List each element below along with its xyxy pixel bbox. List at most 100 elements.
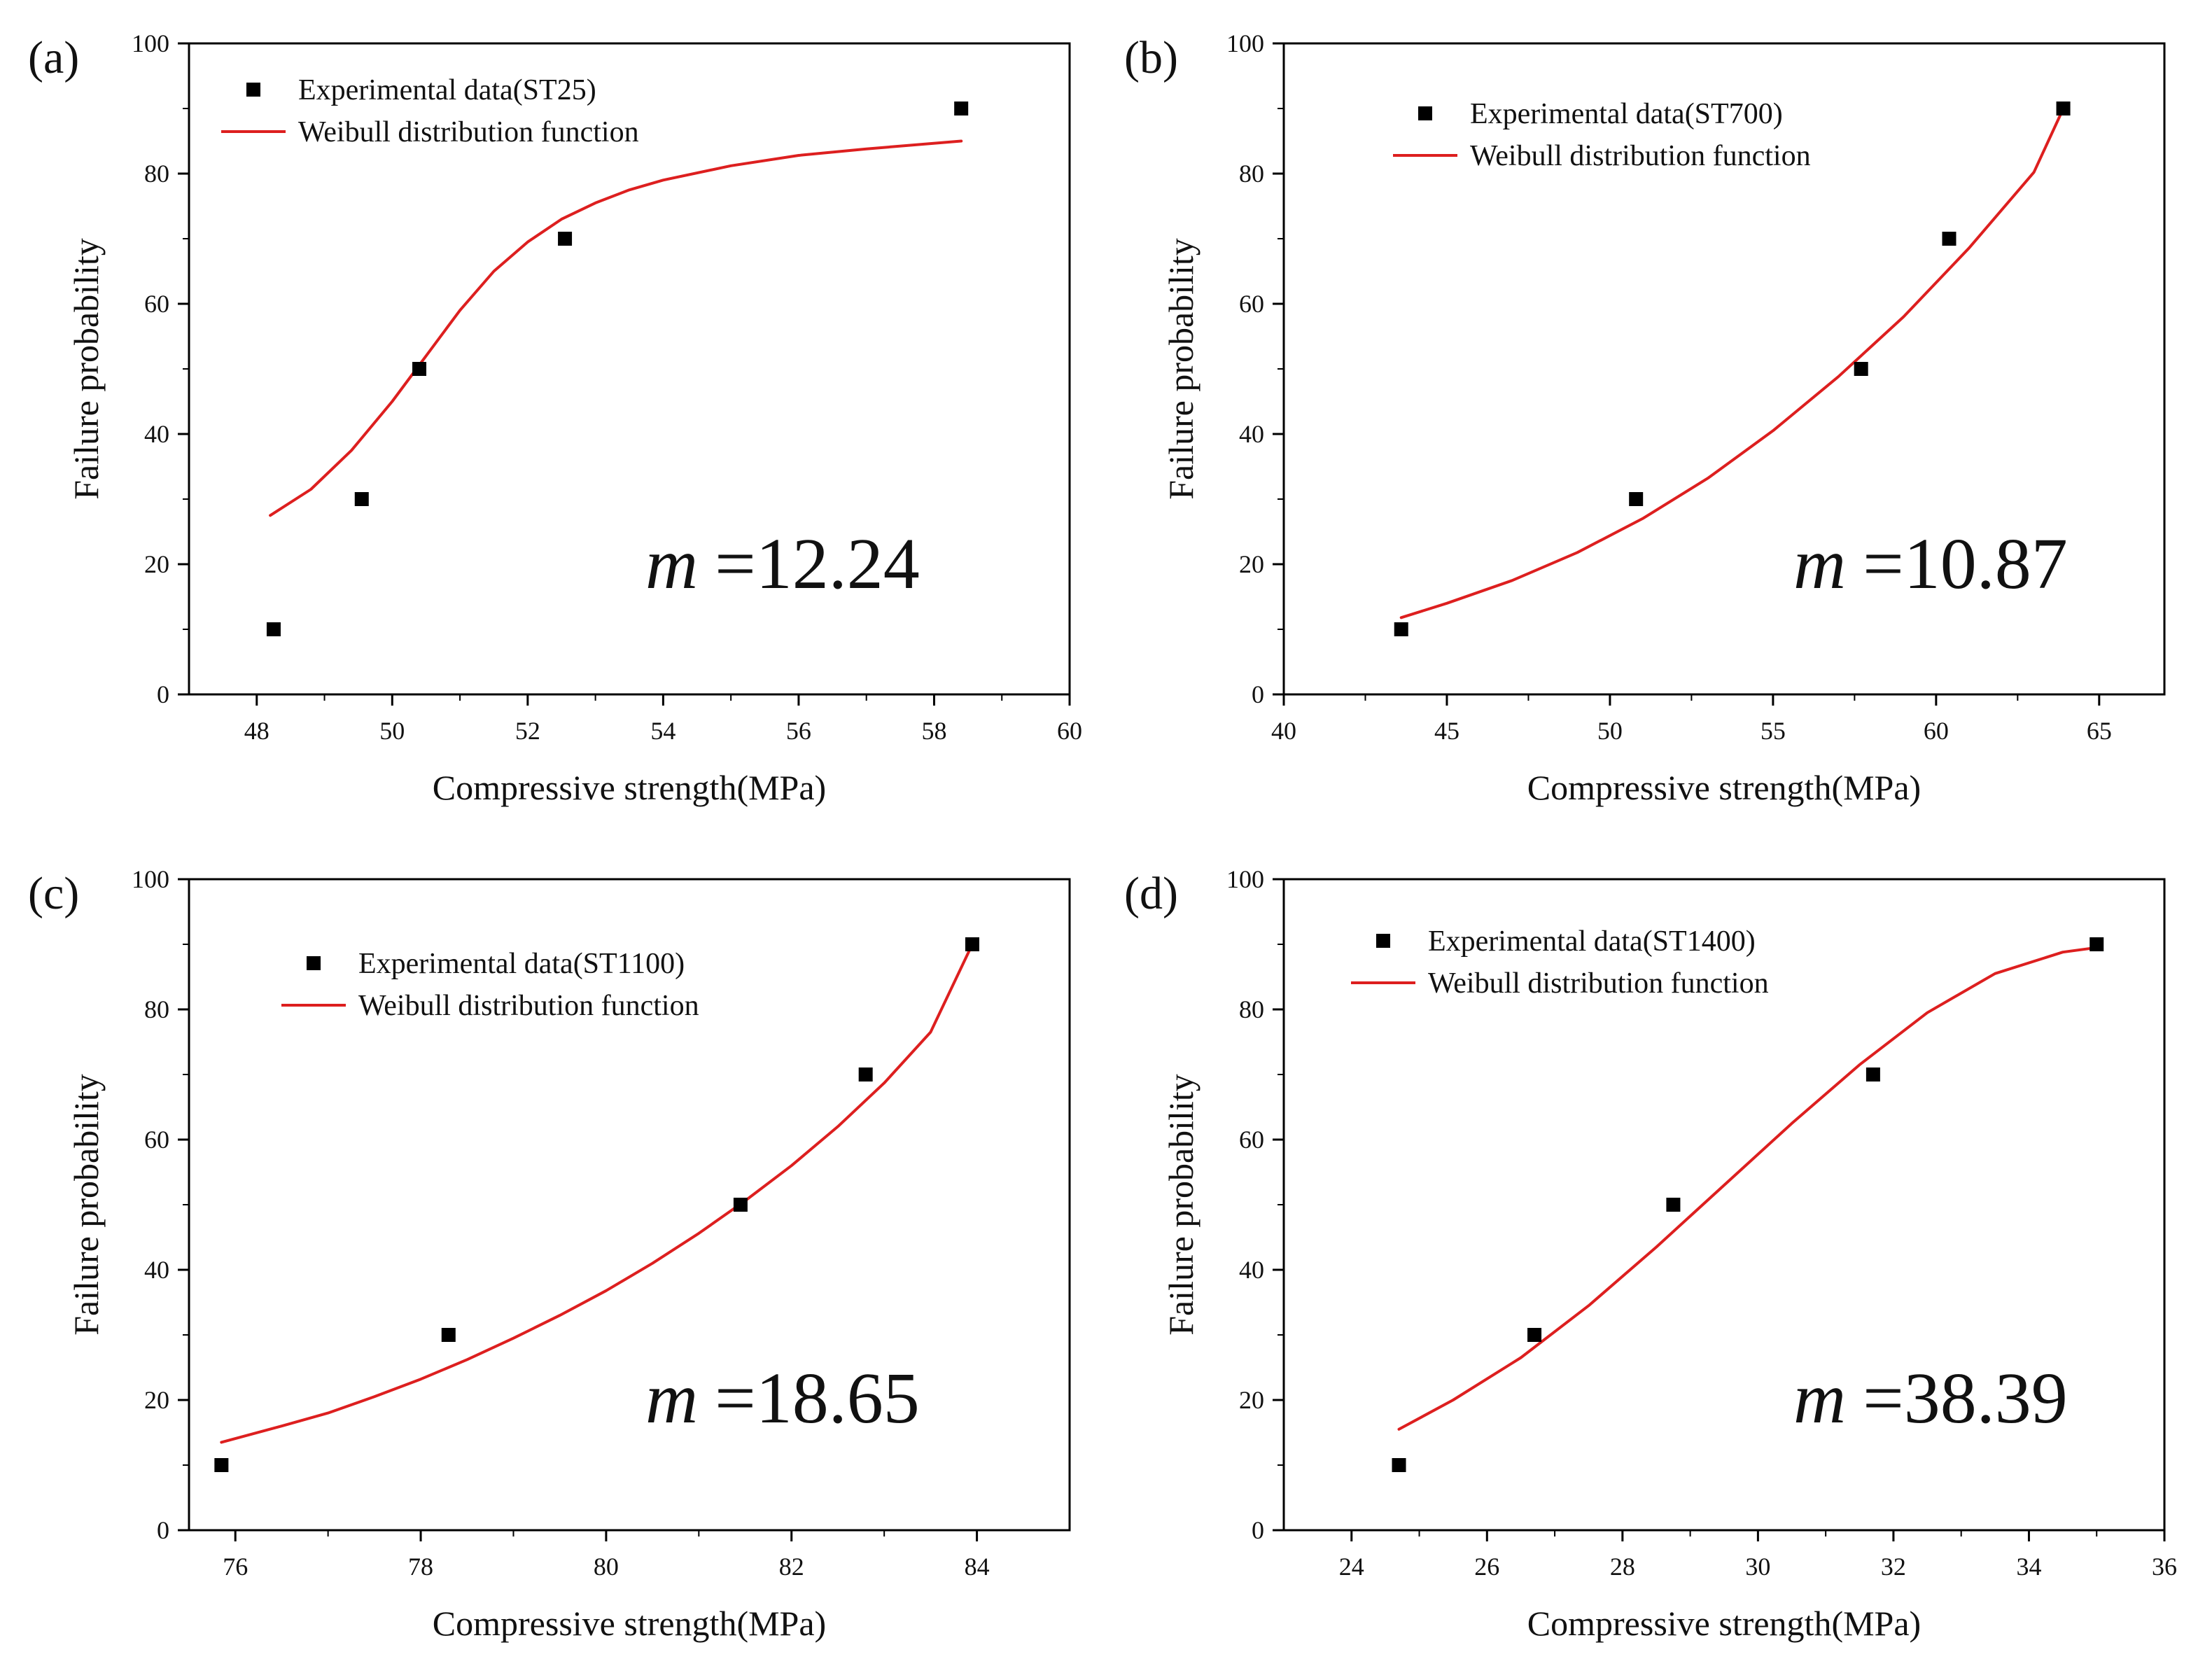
x-tick-label: 34 <box>2016 1553 2041 1581</box>
annotation-symbol: m <box>1793 524 1846 604</box>
shape-parameter-annotation: m =18.65 <box>645 1358 920 1438</box>
y-tick-label: 40 <box>1239 1256 1264 1284</box>
x-axis-title: Compressive strength(MPa) <box>433 768 826 807</box>
y-tick-label: 60 <box>1239 1126 1264 1154</box>
y-tick-label: 20 <box>144 1386 169 1414</box>
annotation-value: =38.39 <box>1863 1358 2068 1438</box>
annotation-symbol: m <box>645 524 698 604</box>
data-point <box>2056 102 2071 115</box>
legend-marker-symbol <box>1376 934 1390 948</box>
data-point <box>1865 1068 1880 1082</box>
y-axis-title: Failure probability <box>1161 238 1200 500</box>
weibull-curve <box>1397 946 2099 1431</box>
y-tick-label: 20 <box>144 550 169 578</box>
data-point <box>1392 1458 1406 1472</box>
y-axis-title: Failure probability <box>66 1074 106 1336</box>
data-point <box>858 1068 873 1082</box>
legend-line-label: Weibull distribution function <box>298 116 639 148</box>
x-tick-label: 45 <box>1434 717 1460 745</box>
x-tick-label: 58 <box>921 717 946 745</box>
y-tick-label: 0 <box>1252 680 1264 708</box>
x-tick-label: 78 <box>408 1553 433 1581</box>
x-tick-label: 28 <box>1610 1553 1635 1581</box>
panel-label: (d) <box>1124 868 1178 919</box>
x-tick-label: 50 <box>1597 717 1623 745</box>
x-tick-label: 76 <box>223 1553 248 1581</box>
x-tick-label: 60 <box>1924 717 1949 745</box>
panel-c: (c) 76 78 80 82 84 0 20 40 60 80 100 Compressive str… <box>28 865 1071 1643</box>
y-tick-label: 0 <box>157 680 169 708</box>
x-axis-title: Compressive strength(MPa) <box>1527 768 1921 807</box>
x-tick-label: 55 <box>1760 717 1786 745</box>
x-tick-label: 40 <box>1271 717 1296 745</box>
data-point <box>2090 937 2104 951</box>
data-point <box>1942 232 1956 246</box>
legend-marker-symbol <box>1418 106 1432 120</box>
x-axis-title: Compressive strength(MPa) <box>433 1604 826 1643</box>
y-tick-label: 80 <box>1239 160 1264 188</box>
annotation-symbol: m <box>1793 1358 1846 1438</box>
x-tick-label: 82 <box>779 1553 804 1581</box>
x-tick-label: 26 <box>1474 1553 1499 1581</box>
legend-marker-symbol <box>246 83 260 97</box>
x-tick-label: 60 <box>1057 717 1082 745</box>
x-tick-label: 32 <box>1881 1553 1906 1581</box>
legend-marker-label: Experimental data(ST1100) <box>358 948 685 980</box>
data-point <box>214 1458 229 1472</box>
legend-line-label: Weibull distribution function <box>1470 140 1811 172</box>
x-tick-label: 24 <box>1339 1553 1364 1581</box>
data-point <box>1854 362 1868 376</box>
y-tick-label: 80 <box>144 995 169 1023</box>
shape-parameter-annotation: m =10.87 <box>1793 524 2068 604</box>
data-point <box>412 362 427 376</box>
x-tick-label: 65 <box>2087 717 2112 745</box>
y-tick-label: 80 <box>1239 995 1264 1023</box>
panel-b: (b) 40 45 50 55 60 65 0 20 40 60 80 100 Compressive s… <box>1124 29 2166 807</box>
legend-line-label: Weibull distribution function <box>358 990 699 1022</box>
panel-label: (c) <box>28 868 79 919</box>
shape-parameter-annotation: m =38.39 <box>1793 1358 2068 1438</box>
y-tick-label: 0 <box>1252 1516 1264 1544</box>
y-tick-label: 100 <box>1226 865 1264 893</box>
legend-marker-symbol <box>307 956 321 970</box>
weibull-curve <box>220 943 974 1444</box>
x-tick-label: 50 <box>379 717 405 745</box>
x-tick-label: 48 <box>244 717 270 745</box>
panel-d: (d) 24 26 28 30 32 34 36 0 20 40 60 80 100 Compressive… <box>1124 865 2177 1643</box>
x-tick-label: 80 <box>594 1553 619 1581</box>
annotation-value: =18.65 <box>715 1358 920 1438</box>
data-point <box>1394 622 1408 636</box>
annotation-value: =10.87 <box>1863 524 2068 604</box>
x-tick-label: 54 <box>650 717 676 745</box>
data-point <box>1666 1198 1681 1212</box>
x-axis-title: Compressive strength(MPa) <box>1527 1604 1921 1643</box>
y-tick-label: 20 <box>1239 1386 1264 1414</box>
y-tick-label: 80 <box>144 160 169 188</box>
data-point <box>733 1198 748 1212</box>
y-axis-title: Failure probability <box>1161 1074 1200 1336</box>
legend-line-label: Weibull distribution function <box>1428 967 1769 1000</box>
weibull-curve <box>269 139 963 517</box>
panel-label: (b) <box>1124 32 1178 83</box>
y-tick-label: 60 <box>144 1126 169 1154</box>
legend-marker-label: Experimental data(ST1400) <box>1428 925 1756 958</box>
y-tick-label: 100 <box>132 865 169 893</box>
data-point <box>558 232 573 246</box>
y-tick-label: 40 <box>144 1256 169 1284</box>
data-point <box>965 937 979 951</box>
annotation-symbol: m <box>645 1358 698 1438</box>
panel-a: (a) 48 50 52 54 56 58 60 0 20 40 60 80 100 Compressive… <box>28 29 1082 807</box>
x-tick-label: 30 <box>1745 1553 1770 1581</box>
data-point <box>954 102 969 115</box>
annotation-value: =12.24 <box>715 524 920 604</box>
y-tick-label: 100 <box>1226 29 1264 57</box>
x-tick-label: 84 <box>965 1553 990 1581</box>
data-point <box>441 1328 456 1342</box>
y-tick-label: 60 <box>1239 290 1264 318</box>
weibull-curve <box>1399 107 2065 620</box>
y-tick-label: 40 <box>144 420 169 448</box>
x-tick-label: 36 <box>2152 1553 2177 1581</box>
legend-marker-label: Experimental data(ST700) <box>1470 98 1783 130</box>
y-tick-label: 40 <box>1239 420 1264 448</box>
